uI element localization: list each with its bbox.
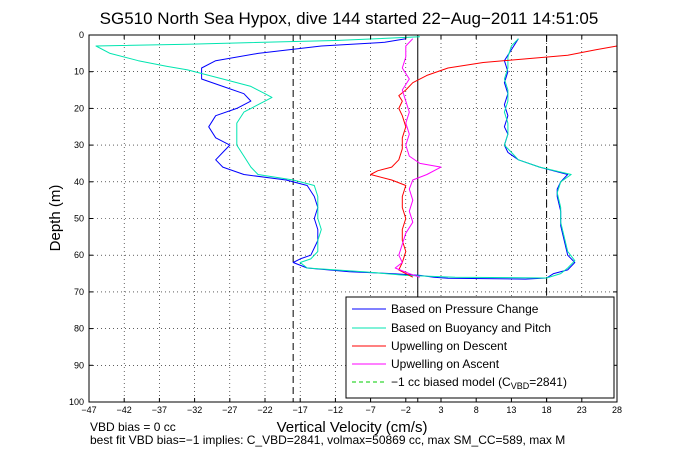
legend-label-ascent: Upwelling on Ascent xyxy=(391,357,500,371)
x-axis-label: Vertical Velocity (cm/s) xyxy=(277,419,428,436)
legend-label-descent: Upwelling on Descent xyxy=(391,339,508,353)
y-axis-label: Depth (m) xyxy=(47,185,64,252)
series-line-2 xyxy=(370,45,618,278)
x-tick-label: 23 xyxy=(577,405,587,415)
x-tick-label: −7 xyxy=(365,405,375,415)
x-tick-label: 13 xyxy=(506,405,516,415)
x-tick-label: −2 xyxy=(401,405,411,415)
legend-label-buoyancy: Based on Buoyancy and Pitch xyxy=(391,321,551,335)
x-tick-label: −47 xyxy=(81,405,96,415)
y-tick-label: 60 xyxy=(74,250,84,260)
series-layer xyxy=(95,36,618,280)
best-fit-note: best fit VBD bias=−1 implies: C_VBD=2841… xyxy=(90,433,565,447)
x-tick-label: 8 xyxy=(474,405,479,415)
y-tick-label: 70 xyxy=(74,287,84,297)
x-tick-label: −32 xyxy=(187,405,202,415)
chart-title: SG510 North Sea Hypox, dive 144 started … xyxy=(100,9,599,28)
y-tick-label: 40 xyxy=(74,177,84,187)
x-tick-label: −12 xyxy=(328,405,343,415)
x-tick-label: −17 xyxy=(293,405,308,415)
x-tick-label: −22 xyxy=(257,405,272,415)
y-tick-label: 100 xyxy=(69,397,84,407)
y-axis-ticks: 0 10 20 30 40 50 60 70 80 90 100 xyxy=(69,30,617,407)
vbd-bias-note: VBD bias = 0 cc xyxy=(90,420,176,434)
y-tick-label: 80 xyxy=(74,324,84,334)
y-tick-label: 0 xyxy=(79,30,84,40)
y-tick-label: 10 xyxy=(74,67,84,77)
series-line-1 xyxy=(95,36,576,279)
y-tick-label: 30 xyxy=(74,140,84,150)
y-tick-label: 90 xyxy=(74,360,84,370)
x-tick-label: 28 xyxy=(612,405,622,415)
legend-label-pressure: Based on Pressure Change xyxy=(391,302,539,316)
x-tick-label: −37 xyxy=(152,405,167,415)
y-tick-label: 20 xyxy=(74,103,84,113)
y-tick-label: 50 xyxy=(74,214,84,224)
legend-label-biased-model: −1 cc biased model (CVBD=2841) xyxy=(391,375,567,391)
legend-box xyxy=(345,296,615,399)
series-line-3 xyxy=(394,38,442,278)
x-tick-label: 18 xyxy=(542,405,552,415)
legend: Based on Pressure Change Based on Buoyan… xyxy=(345,296,615,399)
x-tick-label: −27 xyxy=(222,405,237,415)
x-axis-ticks: −47 −42 −37 −32 −27 −22 −17 −12 −7 −2 3 8 13 18 23 28 xyxy=(81,35,622,415)
grid-lines xyxy=(89,35,617,402)
x-tick-label: 3 xyxy=(438,405,443,415)
series-line-0 xyxy=(201,38,576,280)
x-tick-label: −42 xyxy=(117,405,132,415)
